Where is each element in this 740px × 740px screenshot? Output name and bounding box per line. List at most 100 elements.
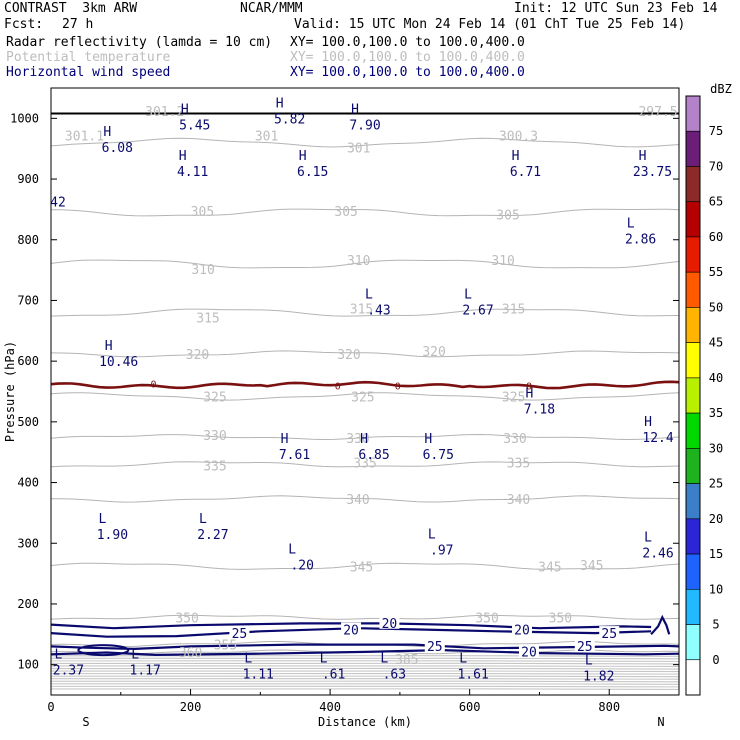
extremum-letter: H <box>179 149 187 164</box>
colorbar-label: 5 <box>712 618 719 632</box>
colorbar-label: 0 <box>712 653 719 667</box>
y-tick-label: 800 <box>17 233 39 247</box>
x-tick-label: 0 <box>47 700 54 714</box>
colorbar-frame <box>685 95 701 696</box>
theta-contour-upper <box>51 678 679 680</box>
theta-label: 340 <box>507 493 530 508</box>
theta-label: 360 <box>179 646 202 661</box>
theta-label: 305 <box>334 205 357 220</box>
extremum-letter: H <box>512 149 520 164</box>
extremum-letter: H <box>103 125 111 140</box>
extremum-value: 2.37 <box>53 663 84 678</box>
theta-label: 355 <box>214 639 237 654</box>
freezing-label: 0 <box>335 381 341 392</box>
theta-label: 330 <box>346 432 369 447</box>
theta-contour-upper <box>51 688 679 690</box>
colorbar-label: 25 <box>709 477 723 491</box>
extremum-value: 4.11 <box>177 165 208 180</box>
colorbar-label: 50 <box>709 300 723 314</box>
wind-label-bg <box>379 615 400 629</box>
extremum-value: 10.46 <box>99 355 138 370</box>
theta-label: 301 <box>347 141 370 156</box>
theta-label: 350 <box>175 611 198 626</box>
extremum-letter: H <box>351 102 359 117</box>
extremum-value: .63 <box>383 668 406 683</box>
theta-label: 297.5 <box>638 105 677 120</box>
x-tick-label: 800 <box>598 700 620 714</box>
extremum-letter: L <box>459 652 467 667</box>
colorbar-label: 60 <box>709 230 723 244</box>
theta-label: 345 <box>580 559 603 574</box>
y-axis-title: Pressure (hPa) <box>3 341 17 442</box>
extremum-letter: L <box>380 652 388 667</box>
extremum-letter: L <box>288 542 296 557</box>
y-tick-label: 200 <box>17 597 39 611</box>
colorbar-bin <box>685 307 701 343</box>
colorbar-bin <box>685 448 701 484</box>
colorbar-bin <box>685 553 701 590</box>
colorbar-label: 65 <box>709 195 723 209</box>
edge-label: 42 <box>50 196 66 211</box>
extremum-value: 12.4 <box>642 431 673 446</box>
theta-contour-upper <box>51 657 679 660</box>
y-tick-label: 300 <box>17 536 39 550</box>
theta-contour-upper <box>51 685 679 688</box>
colorbar-bin <box>685 624 701 661</box>
extremum-value: 23.75 <box>633 165 672 180</box>
theta-contour-upper <box>51 662 679 665</box>
x-axis-title: Distance (km) <box>318 715 412 729</box>
extremum-value: .20 <box>290 558 313 573</box>
extremum-value: 7.61 <box>279 448 310 463</box>
extremum-letter: H <box>181 102 189 117</box>
theta-label: 325 <box>203 390 226 405</box>
wind-label-bg <box>518 644 539 658</box>
organization-label: NCAR/MMM <box>240 1 303 16</box>
chart-title: CONTRAST 3km ARW <box>4 1 138 16</box>
wind-label: 25 <box>601 627 617 642</box>
extremum-value: 6.15 <box>297 165 328 180</box>
extremum-letter: H <box>639 149 647 164</box>
colorbar-unit: dBZ <box>710 82 732 96</box>
x-tick-label: 200 <box>180 700 202 714</box>
extremum-letter: H <box>526 386 534 401</box>
colorbar-bin <box>685 588 701 625</box>
theta-label: 315 <box>196 311 219 326</box>
theta-contour <box>51 461 679 468</box>
colorbar-bin <box>685 483 701 520</box>
extremum-value: 7.18 <box>524 402 555 417</box>
colorbar-bin <box>685 201 701 238</box>
theta-label: 335 <box>507 457 530 472</box>
theta-contour <box>51 614 679 620</box>
wind-label-bg <box>512 622 532 636</box>
colorbar-label: 70 <box>709 159 723 173</box>
theta-contour-upper <box>51 667 679 670</box>
theta-label: 310 <box>191 263 214 278</box>
theta-label: 300.3 <box>499 129 538 144</box>
extremum-letter: L <box>365 288 373 303</box>
wind-label: 20 <box>343 623 359 638</box>
theta-label: 335 <box>203 460 226 475</box>
colorbar-bin <box>685 659 701 696</box>
theta-contour <box>51 495 679 503</box>
y-tick-label: 400 <box>17 476 39 490</box>
wind-contour-closed <box>77 644 130 657</box>
theta-contour <box>51 259 679 269</box>
extremum-value: 2.27 <box>197 528 228 543</box>
colorbar-bin <box>685 412 701 449</box>
wind-label-bg <box>574 638 595 652</box>
y-tick-label: 100 <box>17 658 39 672</box>
colorbar-label: 20 <box>709 512 723 526</box>
theta-label: 305 <box>191 205 214 220</box>
extremum-letter: L <box>320 652 328 667</box>
theta-contour-upper <box>51 670 679 673</box>
extremum-value: 7.90 <box>349 118 380 133</box>
colorbar-bin <box>685 95 701 132</box>
extremum-value: 6.08 <box>102 141 133 156</box>
freezing-label: 0 <box>526 381 532 392</box>
field-wind-name: Horizontal wind speed <box>6 65 171 80</box>
colorbar-label: 10 <box>709 582 723 596</box>
extremum-value: .61 <box>322 668 345 683</box>
extremum-letter: H <box>644 415 652 430</box>
theta-contour-upper <box>51 673 679 675</box>
extremum-letter: H <box>299 149 307 164</box>
